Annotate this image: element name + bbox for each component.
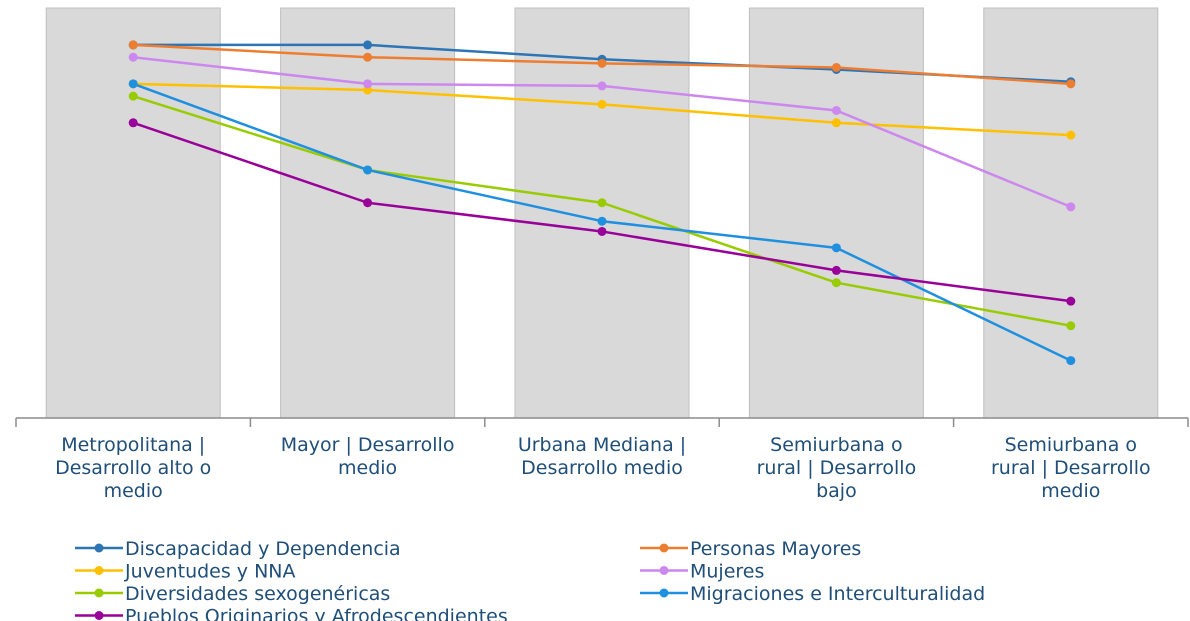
category-label-line: medio <box>338 457 397 479</box>
category-label-line: Semiurbana o <box>770 434 902 456</box>
legend-marker <box>659 566 669 575</box>
data-point <box>128 91 138 101</box>
legend-label: Discapacidad y Dependencia <box>125 538 401 560</box>
x-axis <box>15 417 1189 427</box>
data-point <box>363 79 373 89</box>
data-point <box>597 198 607 208</box>
legend: Discapacidad y Dependencia Personas Mayor… <box>75 538 985 621</box>
data-point <box>1066 321 1076 331</box>
data-point <box>831 265 841 275</box>
category-label: Metropolitana | Desarrollo alto o medio <box>55 434 211 502</box>
legend-marker <box>94 588 104 598</box>
data-point <box>1066 130 1076 140</box>
series-5 <box>128 79 1076 366</box>
category-label-line: medio <box>1041 480 1100 502</box>
series-1 <box>128 40 1076 89</box>
data-point <box>1066 202 1076 212</box>
category-labels: Metropolitana | Desarrollo alto o medioMay… <box>55 434 1151 502</box>
data-point <box>597 58 607 68</box>
legend-label: Diversidades sexogenéricas <box>125 583 390 605</box>
category-band <box>45 7 221 419</box>
legend-label: Pueblos Originarios y Afrodescendientes <box>125 606 508 621</box>
category-bands <box>45 7 1159 419</box>
data-point <box>363 52 373 62</box>
data-point <box>363 198 373 208</box>
series-group <box>128 40 1076 366</box>
legend-marker <box>659 543 669 553</box>
data-point <box>597 226 607 236</box>
data-point <box>831 106 841 115</box>
legend-marker <box>659 588 669 598</box>
category-band <box>983 7 1159 419</box>
category-label: Semiurbana o rural | Desarrollo bajo <box>757 434 917 502</box>
legend-marker <box>94 566 104 575</box>
data-point <box>597 99 607 109</box>
category-label: Semiurbana o rural | Desarrollo medio <box>991 434 1151 502</box>
category-label: Mayor | Desarrollo medio <box>281 434 455 479</box>
legend-marker <box>94 611 104 620</box>
category-label-line: Semiurbana o <box>1005 434 1137 456</box>
series-3 <box>128 52 1076 212</box>
data-point <box>128 79 138 89</box>
data-point <box>597 216 607 226</box>
data-point <box>128 52 138 62</box>
category-label-line: rural | Desarrollo <box>991 457 1151 479</box>
legend-label: Personas Mayores <box>690 538 861 560</box>
category-label: Urbana Mediana | Desarrollo medio <box>518 434 686 479</box>
category-band <box>748 7 924 419</box>
category-label-line: Desarrollo alto o <box>55 457 211 479</box>
legend-label: Juventudes y NNA <box>124 561 296 583</box>
data-point <box>597 81 607 91</box>
category-label-line: Metropolitana | <box>61 434 205 456</box>
legend-item: Pueblos Originarios y Afrodescendientes <box>75 606 508 621</box>
data-point <box>1066 79 1076 89</box>
data-point <box>128 118 138 128</box>
data-point <box>363 40 373 50</box>
legend-item: Discapacidad y Dependencia <box>75 538 401 560</box>
data-point <box>363 85 373 95</box>
legend-item: Juventudes y NNA <box>75 561 296 583</box>
legend-label: Mujeres <box>690 561 764 583</box>
category-band <box>514 7 690 419</box>
category-label-line: Mayor | Desarrollo <box>281 434 455 456</box>
data-point <box>1066 356 1076 366</box>
legend-label: Migraciones e Interculturalidad <box>690 583 985 605</box>
data-point <box>831 243 841 253</box>
data-point <box>1066 296 1076 306</box>
legend-item: Personas Mayores <box>640 538 861 560</box>
category-label-line: rural | Desarrollo <box>757 457 917 479</box>
series-6 <box>128 118 1076 306</box>
category-label-line: Urbana Mediana | <box>518 434 686 456</box>
legend-item: Migraciones e Interculturalidad <box>640 583 985 605</box>
category-label-line: medio <box>104 480 163 502</box>
data-point <box>831 118 841 128</box>
category-label-line: bajo <box>816 480 857 502</box>
category-band <box>280 7 456 419</box>
data-point <box>363 165 373 175</box>
legend-marker <box>94 543 104 553</box>
data-point <box>831 278 841 288</box>
data-point <box>128 40 138 50</box>
category-label-line: Desarrollo medio <box>521 457 683 479</box>
legend-item: Mujeres <box>640 561 764 583</box>
legend-item: Diversidades sexogenéricas <box>75 583 390 605</box>
data-point <box>831 62 841 72</box>
